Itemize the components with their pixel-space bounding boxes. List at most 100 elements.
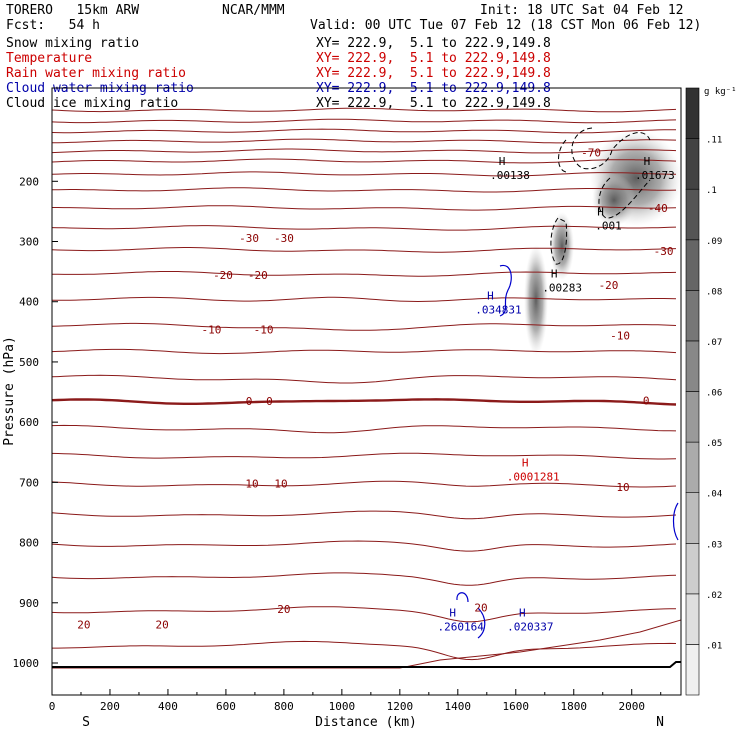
y-tick-label: 400 — [19, 296, 39, 309]
isotherm-label: -70 — [581, 146, 601, 159]
cloud-water-contours — [456, 264, 679, 639]
colorbar-segment — [685, 441, 700, 494]
colorbar-segment — [685, 340, 700, 392]
ice-contour-1 — [571, 127, 651, 170]
colorbar: .01 .02 .03 .04 .05 .06 .07 .08 .09 .1 .11 — [685, 87, 722, 696]
isotherm-line — [52, 424, 677, 434]
colorbar-segment — [685, 87, 700, 139]
cloud-water-contour-3 — [477, 607, 486, 639]
max-value-label: .020337 — [507, 621, 553, 634]
model-title: TORERO 15km ARW — [6, 3, 140, 18]
isotherm-line — [52, 322, 677, 331]
y-axis-label: Pressure (hPa) — [2, 336, 17, 446]
isotherm-label: -10 — [201, 323, 221, 336]
isotherm-label: -20 — [213, 269, 233, 282]
isotherm-line — [52, 138, 677, 144]
field-xy-cloud-ice: XY= 222.9, 5.1 to 222.9,149.8 — [316, 96, 551, 111]
colorbar-level-label: .01 — [706, 641, 722, 651]
field-xy-temperature: XY= 222.9, 5.1 to 222.9,149.8 — [316, 51, 551, 66]
max-marker-h: H — [449, 607, 456, 620]
surface-line — [52, 661, 681, 668]
colorbar-level-label: .02 — [706, 591, 722, 601]
ice-contour-2 — [558, 139, 567, 173]
field-label-snow: Snow mixing ratio — [6, 36, 140, 51]
colorbar-segment — [685, 289, 700, 342]
colorbar-level-label: .07 — [706, 338, 722, 348]
field-label-cloud-ice: Cloud ice mixing ratio — [6, 96, 179, 111]
x-tick-label: 0 — [49, 700, 56, 713]
isotherm-line — [52, 171, 677, 177]
x-tick-label: 600 — [216, 700, 236, 713]
cloud-water-contour-2 — [456, 592, 469, 603]
field-label-temperature: Temperature — [6, 51, 93, 66]
max-value-label: .260164 — [438, 621, 485, 634]
contour-group — [52, 107, 681, 669]
isotherm-line — [52, 510, 677, 520]
isotherm-label: -40 — [648, 202, 668, 215]
shading-group — [524, 130, 681, 355]
y-tick-label: 800 — [19, 537, 39, 550]
isotherm-label: 20 — [474, 602, 487, 615]
max-marker-h: H — [499, 155, 506, 168]
isotherm-line — [52, 128, 676, 134]
colorbar-segment — [685, 239, 700, 291]
max-value-label: .0001281 — [507, 471, 560, 484]
x-tick-label: 2000 — [618, 700, 645, 713]
colorbar-segment — [685, 542, 700, 595]
x-tick-label: 1000 — [329, 700, 356, 713]
x-tick-label: 1600 — [503, 700, 530, 713]
y-tick-label: 300 — [19, 236, 39, 249]
colorbar-level-label: .06 — [706, 389, 722, 399]
isotherm-line — [52, 640, 677, 661]
x-axis-label: Distance (km) — [315, 715, 417, 730]
isotherm-line — [52, 348, 677, 355]
isotherm-line — [52, 118, 677, 124]
max-marker-h: H — [522, 457, 529, 470]
isotherm-line — [52, 480, 677, 488]
colorbar-level-label: .08 — [706, 287, 722, 297]
max-value-label: .00283 — [542, 282, 582, 295]
colorbar-segment — [685, 138, 700, 190]
left-end-label: S — [82, 715, 90, 730]
max-value-label: .034831 — [475, 303, 521, 316]
isotherm-label: -20 — [599, 279, 619, 292]
max-marker-h: H — [597, 206, 604, 219]
colorbar-level-label: .1 — [706, 186, 717, 196]
isotherm-label: 0 — [643, 395, 650, 408]
max-marker-h: H — [644, 155, 651, 168]
isotherm-label: 20 — [77, 619, 90, 632]
x-tick-label: 1800 — [561, 700, 588, 713]
x-tick-label: 1400 — [445, 700, 472, 713]
max-marker-h: H — [519, 607, 526, 620]
colorbar-segment — [685, 188, 700, 241]
x-tick-label: 1200 — [387, 700, 414, 713]
x-tick-label: 400 — [158, 700, 178, 713]
colorbar-level-label: .09 — [706, 237, 722, 247]
isotherm-label: -30 — [239, 232, 259, 245]
isotherm-line — [52, 540, 677, 552]
cloud-water-contour-1 — [499, 264, 512, 317]
field-xy-rain: XY= 222.9, 5.1 to 222.9,149.8 — [316, 66, 551, 81]
colorbar-segment — [685, 391, 700, 443]
colorbar-level-label: .11 — [706, 136, 722, 146]
y-tick-label: 500 — [19, 356, 39, 369]
contour-label-group: -70-40-30 -30-30-20 -20-20-10 -10 -100 0 010 10… — [77, 146, 675, 633]
center-title: NCAR/MMM — [222, 3, 285, 18]
colorbar-segment — [685, 593, 700, 645]
isotherm-label: -10 — [254, 323, 274, 336]
max-value-label: .00138 — [490, 169, 530, 182]
forecast-hour: Fcst: 54 h — [6, 18, 100, 33]
colorbar-segment — [685, 492, 700, 544]
plot-frame — [51, 87, 682, 696]
y-tick-label: 700 — [19, 476, 39, 489]
field-xy-snow: XY= 222.9, 5.1 to 222.9,149.8 — [316, 36, 551, 51]
ice-contour-4 — [550, 217, 568, 265]
isotherm-line — [52, 271, 677, 277]
isotherm-line — [52, 296, 677, 303]
shade-blob-lower — [524, 245, 548, 355]
max-value-label: .01673 — [635, 169, 675, 182]
isotherm-line — [52, 606, 677, 623]
isotherm-line — [52, 187, 677, 193]
shade-blob-mid — [550, 212, 574, 280]
